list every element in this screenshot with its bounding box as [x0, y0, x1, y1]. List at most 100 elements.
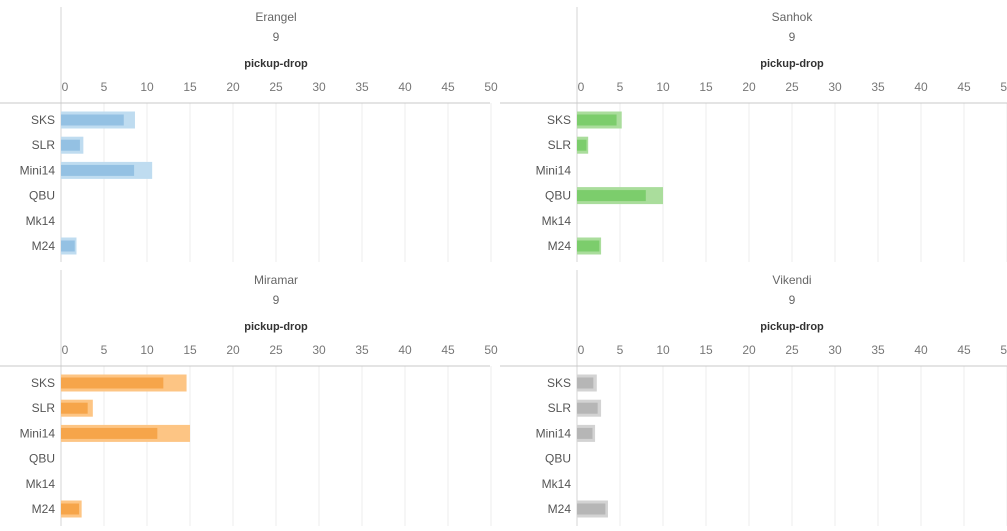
bar-slr-inner	[577, 139, 587, 151]
bar-mini14-inner	[61, 164, 135, 176]
x-tick-label: 25	[785, 80, 799, 94]
panel-count: 9	[273, 30, 280, 44]
x-tick-label: 20	[226, 80, 240, 94]
chart-panel-vikendi: Vikendi 9 pickup-drop 0 5 10 15 20 25 30 35 40 45 50 S…	[500, 270, 1007, 526]
x-tick-label: 40	[914, 343, 928, 357]
category-label-qbu: QBU	[29, 452, 55, 466]
x-tick-label: 25	[269, 80, 283, 94]
x-tick-label: 45	[441, 343, 455, 357]
x-tick-label: 15	[699, 80, 713, 94]
x-tick-label: 30	[828, 80, 842, 94]
bar-m24-inner	[577, 503, 606, 515]
category-label-mini14: Mini14	[536, 426, 572, 440]
panel-count: 9	[789, 293, 796, 307]
x-tick-label: 15	[699, 343, 713, 357]
chart-panel-miramar: Miramar 9 pickup-drop 0 5 10 15 20 25 30 35 40 45 50 S…	[0, 270, 498, 526]
category-label-m24: M24	[548, 502, 572, 516]
x-tick-label: 5	[101, 80, 108, 94]
category-label-mini14: Mini14	[20, 426, 56, 440]
category-label-slr: SLR	[32, 401, 56, 415]
category-label-mini14: Mini14	[536, 163, 572, 177]
bar-mini14-inner	[61, 427, 158, 439]
x-tick-label: 35	[355, 343, 369, 357]
category-label-slr: SLR	[32, 138, 56, 152]
x-tick-label: 25	[785, 343, 799, 357]
x-axis-label: pickup-drop	[244, 58, 308, 70]
bar-qbu-inner	[577, 190, 646, 202]
chart-panel-sanhok: Sanhok 9 pickup-drop 0 5 10 15 20 25 30 35 40 45 50 SK…	[500, 7, 1007, 262]
bar-slr-inner	[61, 139, 80, 151]
bar-sks-inner	[577, 377, 594, 389]
x-tick-label: 15	[183, 80, 197, 94]
category-label-slr: SLR	[548, 401, 572, 415]
bar-slr-inner	[61, 402, 88, 414]
x-tick-label: 25	[269, 343, 283, 357]
x-tick-label: 10	[656, 80, 670, 94]
category-label-qbu: QBU	[545, 452, 571, 466]
category-label-sks: SKS	[547, 113, 571, 127]
x-tick-label: 35	[355, 80, 369, 94]
x-axis-label: pickup-drop	[244, 321, 308, 333]
x-tick-label: 30	[312, 80, 326, 94]
category-label-m24: M24	[32, 502, 56, 516]
category-label-mk14: Mk14	[26, 214, 56, 228]
bar-sks-inner	[577, 114, 617, 126]
category-label-m24: M24	[32, 239, 56, 253]
category-label-slr: SLR	[548, 138, 572, 152]
x-tick-label: 30	[312, 343, 326, 357]
x-tick-label: 10	[140, 80, 154, 94]
bar-sks-inner	[61, 377, 164, 389]
bar-m24-inner	[61, 240, 75, 252]
x-tick-label: 40	[398, 80, 412, 94]
x-tick-label: 0	[62, 343, 69, 357]
x-tick-label: 40	[914, 80, 928, 94]
category-label-mk14: Mk14	[542, 214, 572, 228]
x-tick-label: 5	[617, 343, 624, 357]
x-tick-label: 35	[871, 343, 885, 357]
category-label-mk14: Mk14	[26, 477, 56, 491]
x-tick-label: 45	[957, 343, 971, 357]
bar-m24-inner	[61, 503, 80, 515]
x-tick-label: 50	[1000, 80, 1007, 94]
x-tick-label: 30	[828, 343, 842, 357]
panel-title: Miramar	[254, 273, 298, 287]
x-tick-label: 15	[183, 343, 197, 357]
bar-sks-inner	[61, 114, 124, 126]
x-tick-label: 10	[140, 343, 154, 357]
category-label-sks: SKS	[31, 113, 55, 127]
bar-slr-inner	[577, 402, 598, 414]
bar-m24-inner	[577, 240, 600, 252]
category-label-m24: M24	[548, 239, 572, 253]
x-axis-label: pickup-drop	[760, 58, 824, 70]
x-tick-label: 50	[1000, 343, 1007, 357]
x-tick-label: 0	[578, 343, 585, 357]
x-tick-label: 50	[484, 343, 498, 357]
x-tick-label: 20	[226, 343, 240, 357]
panel-title: Erangel	[255, 10, 296, 24]
x-axis-label: pickup-drop	[760, 321, 824, 333]
x-tick-label: 35	[871, 80, 885, 94]
x-tick-label: 40	[398, 343, 412, 357]
category-label-sks: SKS	[547, 376, 571, 390]
panel-title: Sanhok	[772, 10, 814, 24]
panel-count: 9	[789, 30, 796, 44]
x-tick-label: 0	[578, 80, 585, 94]
x-tick-label: 0	[62, 80, 69, 94]
panel-count: 9	[273, 293, 280, 307]
category-label-qbu: QBU	[29, 189, 55, 203]
chart-panel-erangel: Erangel 9 pickup-drop 0 5 10 15 20 25 30 35 40 45 50 S…	[0, 7, 498, 262]
panel-title: Vikendi	[772, 273, 811, 287]
x-tick-label: 45	[957, 80, 971, 94]
x-tick-label: 50	[484, 80, 498, 94]
category-label-mk14: Mk14	[542, 477, 572, 491]
bar-mini14-inner	[577, 427, 593, 439]
category-label-sks: SKS	[31, 376, 55, 390]
x-tick-label: 5	[617, 80, 624, 94]
x-tick-label: 45	[441, 80, 455, 94]
x-tick-label: 5	[101, 343, 108, 357]
x-tick-label: 20	[742, 80, 756, 94]
category-label-mini14: Mini14	[20, 163, 56, 177]
category-label-qbu: QBU	[545, 189, 571, 203]
